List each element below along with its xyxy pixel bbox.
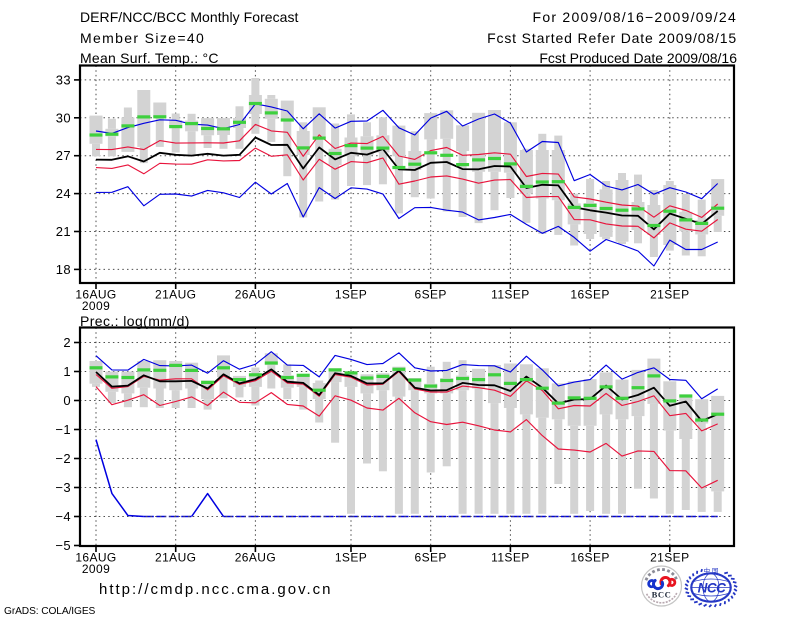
svg-text:1: 1 — [63, 364, 71, 379]
svg-text:Prec.: log(mm/d): Prec.: log(mm/d) — [80, 313, 190, 329]
svg-text:6SEP: 6SEP — [415, 551, 447, 565]
svg-text:−5: −5 — [55, 538, 71, 553]
svg-text:Member Size=40: Member Size=40 — [80, 30, 205, 46]
svg-text:26AUG: 26AUG — [235, 288, 276, 302]
svg-text:16SEP: 16SEP — [570, 551, 609, 565]
svg-text:NCC: NCC — [698, 581, 726, 596]
svg-text:21SEP: 21SEP — [650, 288, 689, 302]
svg-text:26AUG: 26AUG — [235, 551, 276, 565]
svg-text:21AUG: 21AUG — [155, 551, 196, 565]
svg-text:http://cmdp.ncc.cma.gov.cn: http://cmdp.ncc.cma.gov.cn — [99, 581, 332, 598]
svg-text:33: 33 — [56, 72, 71, 87]
svg-text:2009: 2009 — [82, 299, 110, 313]
svg-text:16SEP: 16SEP — [570, 288, 609, 302]
svg-text:Fcst Started Refer Date 2009/0: Fcst Started Refer Date 2009/08/15 — [487, 30, 737, 46]
svg-text:中 国: 中 国 — [704, 566, 719, 575]
svg-text:11SEP: 11SEP — [491, 551, 529, 565]
svg-text:BCC: BCC — [652, 590, 672, 600]
svg-text:Fcst Produced Date 2009/08/16: Fcst Produced Date 2009/08/16 — [539, 50, 737, 66]
svg-text:Mean Surf. Temp.: °C: Mean Surf. Temp.: °C — [80, 50, 219, 66]
svg-text:2: 2 — [63, 335, 71, 350]
svg-text:−2: −2 — [55, 451, 71, 466]
svg-text:6SEP: 6SEP — [415, 288, 447, 302]
svg-text:30: 30 — [56, 110, 71, 125]
svg-text:21: 21 — [56, 224, 71, 239]
svg-text:1SEP: 1SEP — [335, 288, 367, 302]
svg-text:16AUG: 16AUG — [75, 288, 116, 302]
svg-text:2009: 2009 — [82, 562, 110, 576]
svg-text:1SEP: 1SEP — [335, 551, 367, 565]
svg-text:21AUG: 21AUG — [155, 288, 196, 302]
svg-text:27: 27 — [56, 148, 71, 163]
svg-text:−4: −4 — [55, 509, 71, 524]
svg-text:18: 18 — [56, 262, 71, 277]
svg-text:11SEP: 11SEP — [491, 288, 529, 302]
svg-text:−3: −3 — [55, 480, 71, 495]
svg-text:0: 0 — [63, 393, 71, 408]
svg-text:For 2009/08/16−2009/09/24: For 2009/08/16−2009/09/24 — [533, 9, 737, 25]
svg-text:21SEP: 21SEP — [650, 551, 689, 565]
svg-text:GrADS: COLA/IGES: GrADS: COLA/IGES — [4, 606, 96, 617]
svg-text:DERF/NCC/BCC Monthly Forecast: DERF/NCC/BCC Monthly Forecast — [80, 9, 299, 25]
svg-text:−1: −1 — [55, 422, 71, 437]
svg-text:16AUG: 16AUG — [75, 551, 116, 565]
svg-text:24: 24 — [56, 186, 71, 201]
